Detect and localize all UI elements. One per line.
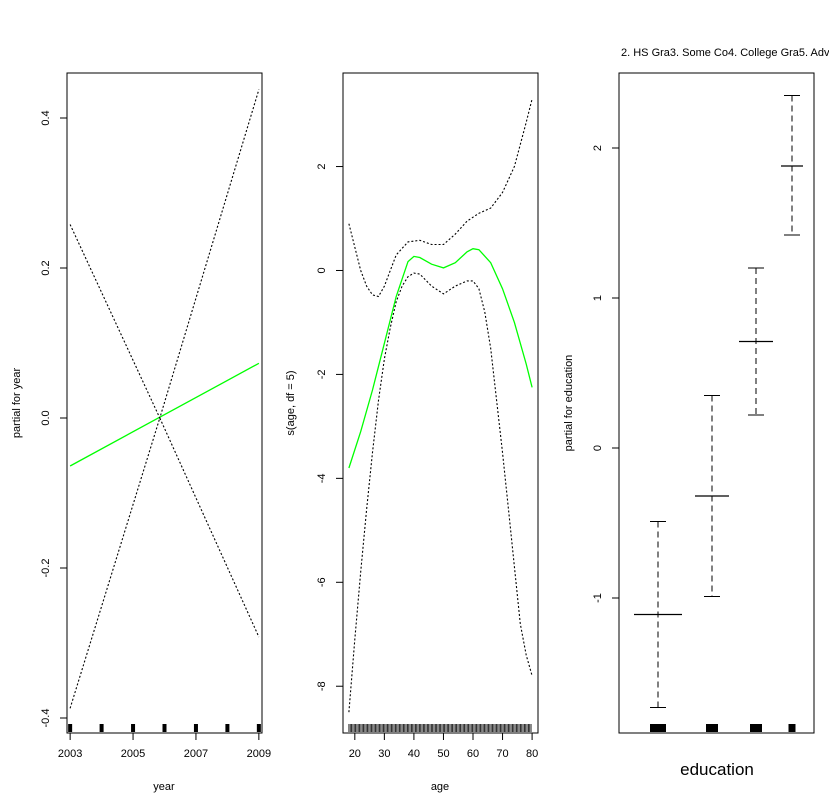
rug-mark [193, 724, 198, 732]
y-tick-label: -0.4 [40, 709, 52, 728]
y-tick-label: 1 [592, 295, 604, 301]
y-tick-label: 0.0 [40, 410, 52, 425]
panel-year: year partial for year 2003 2005 2007 2009 -0… [11, 72, 271, 793]
series-upper-line [348, 98, 533, 298]
x-tick-label: 40 [408, 748, 420, 760]
y-tick-label: 0.4 [40, 110, 52, 125]
x-tick-label: 30 [378, 748, 390, 760]
x-axis-label-age: age [431, 781, 449, 793]
rug-block [788, 724, 796, 732]
panel-age: age s(age, df = 5) 20 30 40 50 60 70 80-8-6-4-… [285, 72, 539, 793]
x-axis-label-year: year [153, 781, 175, 793]
rug-mark [68, 724, 73, 732]
series-upper-line [69, 89, 260, 420]
x-tick-label: 2005 [121, 748, 145, 760]
x-tick-label: 2003 [58, 748, 82, 760]
panel-education: education partial for education 2. HS Gr… [563, 47, 829, 779]
y-axis-label-year: partial for year [11, 368, 23, 439]
x-axis-label-education: education [680, 760, 754, 779]
x-tick-label: 2009 [247, 748, 271, 760]
rug-block [650, 724, 666, 732]
x-tick-label: 50 [437, 748, 449, 760]
rug-block [750, 724, 762, 732]
x-tick-label: 20 [349, 748, 361, 760]
series-lower-line [348, 272, 533, 713]
x-tick-label: 2007 [184, 748, 208, 760]
plot-frame-education [618, 72, 815, 734]
plot-frame-year [66, 72, 263, 734]
series-fit-line [348, 248, 533, 469]
y-tick-label: 0 [316, 267, 328, 273]
rug-mark [99, 724, 104, 732]
rug-mark [225, 724, 230, 732]
y-tick-label: -6 [316, 577, 328, 587]
y-tick-label: -8 [316, 681, 328, 691]
y-tick-label: -0.2 [40, 559, 52, 578]
rug-block [706, 724, 718, 732]
x-tick-label: 70 [496, 748, 508, 760]
series-fit-line [69, 362, 260, 467]
y-tick-label: 0 [592, 445, 604, 451]
rug-mark [256, 724, 261, 732]
y-axis-label-age: s(age, df = 5) [285, 370, 297, 435]
y-tick-label: -4 [316, 473, 328, 483]
y-tick-label: 0.2 [40, 260, 52, 275]
x-tick-label: 80 [526, 748, 538, 760]
rug-mark [131, 724, 136, 732]
plot-frame-age [342, 72, 539, 734]
x-tick-label: 60 [467, 748, 479, 760]
y-tick-label: -2 [316, 370, 328, 380]
y-tick-label: -1 [592, 593, 604, 603]
y-tick-label: 2 [316, 163, 328, 169]
education-category-labels: 2. HS Gra3. Some Co4. College Gra5. Adva… [621, 47, 829, 59]
y-axis-label-education: partial for education [563, 355, 575, 452]
series-lower-line [69, 416, 260, 709]
rug-mark [162, 724, 167, 732]
y-tick-label: 2 [592, 145, 604, 151]
